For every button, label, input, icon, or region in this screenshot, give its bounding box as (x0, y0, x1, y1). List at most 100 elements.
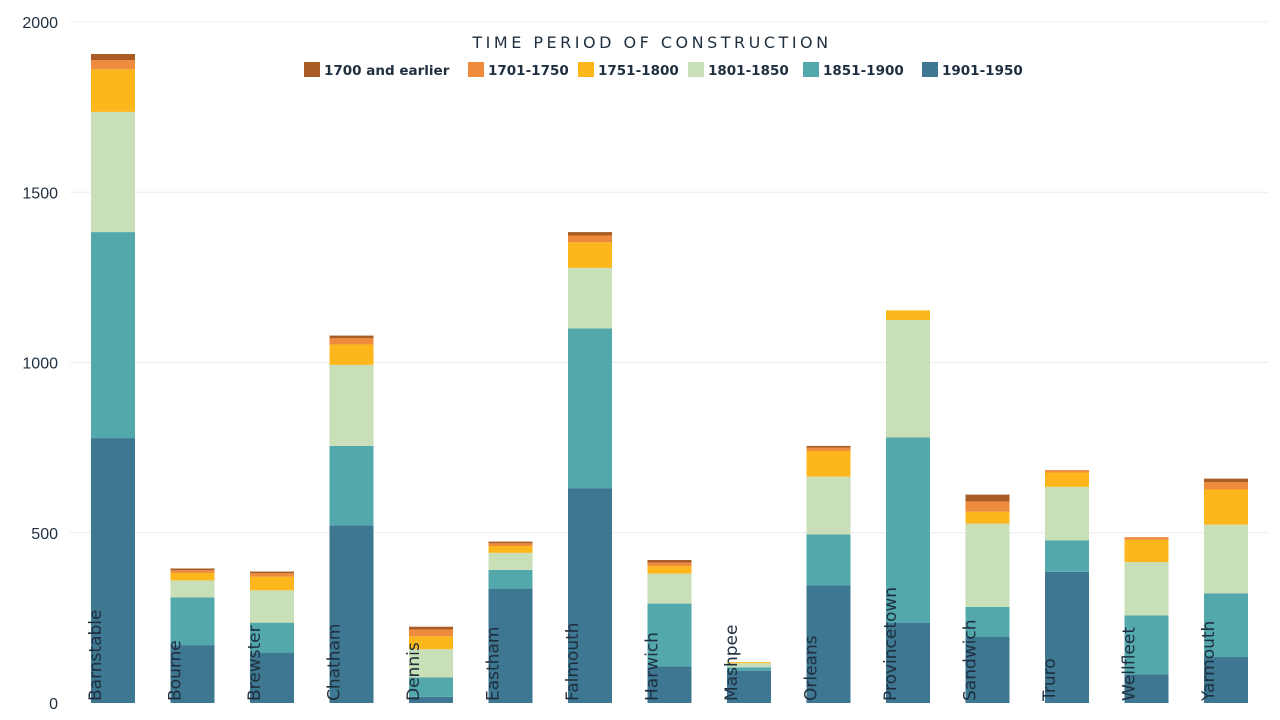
bar-barnstable-1700-and-earlier (91, 54, 135, 61)
bar-harwich-1751-1800 (647, 566, 692, 574)
bar-chatham-1801-1850 (329, 364, 374, 446)
x-tick-label-chatham: Chatham (325, 624, 345, 701)
bar-barnstable-1701-1750 (91, 60, 135, 70)
bar-orleans-1751-1800 (806, 451, 851, 477)
bar-sandwich-1801-1850 (965, 523, 1010, 607)
bar-dennis-1751-1800 (409, 636, 453, 650)
x-tick-label-eastham: Eastham (484, 627, 504, 701)
bar-truro-1751-1800 (1045, 472, 1089, 487)
bar-provincetown-1901-1950 (886, 622, 930, 703)
bar-truro-1851-1900 (1045, 540, 1089, 572)
bar-eastham-1700-and-earlier (488, 541, 533, 544)
bar-sandwich-1851-1900 (965, 606, 1010, 637)
bar-harwich-1851-1900 (647, 603, 692, 667)
bar-yarmouth-1851-1900 (1204, 593, 1248, 658)
x-tick-label-yarmouth: Yarmouth (1199, 621, 1219, 702)
x-tick-label-barnstable: Barnstable (86, 610, 106, 701)
bar-mashpee-1751-1800 (727, 662, 771, 664)
bars (91, 54, 1248, 703)
legend-swatch-1901-1950 (922, 62, 938, 77)
legend-label-1700-and-earlier: 1700 and earlier (324, 63, 450, 79)
bar-harwich-1700-and-earlier (647, 559, 692, 563)
bar-orleans-1801-1850 (806, 476, 851, 535)
bar-falmouth-1751-1800 (568, 242, 612, 268)
bar-harwich-1701-1750 (647, 562, 692, 567)
bar-dennis-1901-1950 (409, 696, 453, 703)
legend-label-1801-1850: 1801-1850 (708, 63, 789, 79)
bar-bourne-1700-and-earlier (170, 568, 215, 571)
legend-label-1701-1750: 1701-1750 (488, 63, 569, 79)
x-tick-label-sandwich: Sandwich (961, 619, 981, 701)
y-tick-label-2000: 2000 (22, 15, 58, 32)
bar-wellfleet-1751-1800 (1124, 539, 1169, 563)
bar-wellfleet-1851-1900 (1124, 615, 1169, 675)
bar-sandwich-1901-1950 (965, 636, 1010, 703)
bar-brewster-1801-1850 (250, 590, 294, 623)
bar-yarmouth-1700-and-earlier (1204, 478, 1248, 483)
bar-dennis-1801-1850 (409, 649, 453, 678)
y-tick-label-500: 500 (31, 526, 58, 543)
x-tick-label-truro: Truro (1040, 658, 1060, 702)
bar-brewster-1751-1800 (250, 576, 294, 591)
bar-dennis-1701-1750 (409, 629, 453, 637)
bar-mashpee-1851-1900 (727, 667, 771, 671)
bar-harwich-1901-1950 (647, 666, 692, 703)
y-tick-label-0: 0 (49, 696, 58, 713)
legend-swatch-1851-1900 (803, 62, 819, 77)
bar-eastham-1801-1850 (488, 552, 533, 570)
bar-barnstable-1851-1900 (91, 232, 135, 439)
bar-orleans-1901-1950 (806, 585, 851, 703)
y-tick-label-1500: 1500 (22, 185, 58, 202)
legend-label-1901-1950: 1901-1950 (942, 63, 1023, 79)
x-tick-label-provincetown: Provincetown (881, 587, 901, 701)
bar-chatham-1851-1900 (329, 445, 374, 526)
bar-brewster-1851-1900 (250, 622, 294, 653)
legend-label-1851-1900: 1851-1900 (823, 63, 904, 79)
bar-brewster-1701-1750 (250, 573, 294, 577)
bar-falmouth-1801-1850 (568, 267, 612, 329)
bar-sandwich-1701-1750 (965, 501, 1010, 512)
gridlines (70, 21, 1268, 534)
bar-provincetown-1851-1900 (886, 437, 930, 623)
bar-falmouth-1701-1750 (568, 235, 612, 243)
bar-yarmouth-1801-1850 (1204, 524, 1248, 594)
legend-swatch-1801-1850 (688, 62, 704, 77)
x-tick-label-dennis: Dennis (404, 642, 424, 701)
bar-orleans-1701-1750 (806, 447, 851, 452)
y-tick-label-1000: 1000 (22, 356, 58, 373)
bar-harwich-1801-1850 (647, 573, 692, 604)
bar-chatham-1751-1800 (329, 344, 374, 365)
bar-sandwich-1700-and-earlier (965, 494, 1010, 502)
bar-brewster-1901-1950 (250, 652, 294, 703)
bar-yarmouth-1751-1800 (1204, 489, 1248, 525)
y-axis-ticks: 0 500 1000 1500 2000 (22, 15, 58, 713)
bar-falmouth-1851-1900 (568, 328, 612, 489)
bar-barnstable-1901-1950 (91, 438, 135, 703)
legend-swatch-1701-1750 (468, 62, 484, 77)
x-tick-label-brewster: Brewster (245, 625, 265, 701)
legend-label-1751-1800: 1751-1800 (598, 63, 679, 79)
legend-swatch-1700-and-earlier (304, 62, 320, 77)
x-tick-label-mashpee: Mashpee (722, 625, 742, 701)
x-axis-ticks: Barnstable Bourne Brewster Chatham Dennis Eas… (86, 587, 1219, 702)
bar-barnstable-1801-1850 (91, 111, 135, 233)
bar-sandwich-1751-1800 (965, 511, 1010, 524)
legend-swatch-1751-1800 (578, 62, 594, 77)
bar-falmouth-1700-and-earlier (568, 232, 612, 236)
bar-barnstable-1751-1800 (91, 69, 135, 112)
x-tick-label-orleans: Orleans (802, 635, 822, 701)
bar-mashpee-1801-1850 (727, 663, 771, 668)
bar-bourne-1701-1750 (170, 570, 215, 573)
bar-provincetown-1751-1800 (886, 310, 930, 320)
bar-falmouth-1901-1950 (568, 488, 612, 703)
bar-orleans-1700-and-earlier (806, 445, 851, 448)
bar-orleans-1851-1900 (806, 534, 851, 586)
bar-truro-1901-1950 (1045, 571, 1089, 703)
x-tick-label-harwich: Harwich (643, 632, 663, 701)
bar-eastham-1701-1750 (488, 543, 533, 547)
bar-bourne-1751-1800 (170, 572, 215, 581)
bar-chatham-1901-1950 (329, 525, 374, 703)
bar-dennis-1851-1900 (409, 677, 453, 697)
bar-bourne-1851-1900 (170, 597, 215, 646)
